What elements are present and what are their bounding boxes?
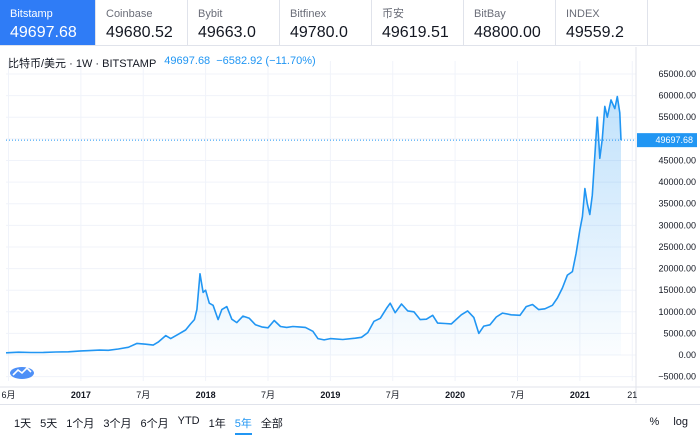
y-tick-label: 15000.00	[658, 285, 696, 295]
exchange-price: 48800.00	[474, 24, 541, 41]
exchange-name: Coinbase	[106, 8, 153, 20]
exchange-tab[interactable]: Bitstamp 49697.68	[0, 0, 96, 45]
price-area-fill	[6, 96, 621, 356]
legend-last-price: 49697.68	[164, 55, 211, 67]
exchange-tab[interactable]: 币安 49619.51	[372, 0, 464, 45]
last-price-badge	[637, 133, 697, 148]
range-button[interactable]: 1年	[208, 417, 226, 430]
y-tick-label: 20000.00	[658, 264, 696, 274]
x-tick-label: 2021	[570, 390, 590, 400]
last-price-label: 49697.68	[655, 135, 693, 145]
y-tick-label: 5000.00	[663, 328, 696, 338]
legend-symbol: 比特币/美元 · 1W · BITSTAMP	[8, 58, 157, 70]
y-tick-label: 35000.00	[658, 199, 696, 209]
y-tick-label: −5000.00	[658, 372, 696, 382]
range-button[interactable]: 1天	[14, 417, 32, 430]
x-tick-label: 2017	[71, 390, 91, 400]
exchange-tab[interactable]: Bybit 49663.0	[188, 0, 280, 45]
price-chart[interactable]: 比特币/美元 · 1W · BITSTAMP 49697.68 −6582.92…	[0, 47, 700, 403]
exchange-name: 币安	[382, 8, 404, 20]
range-button[interactable]: 全部	[260, 417, 283, 430]
exchange-name: Bitstamp	[10, 8, 53, 20]
x-tick-label: 6月	[1, 390, 15, 400]
exchange-name: INDEX	[566, 8, 600, 20]
y-tick-label: 0.00	[678, 350, 696, 360]
exchange-price: 49619.51	[382, 24, 449, 41]
range-buttons: 1天 5天 1个月 3个月 6个月 YTD 1年 5年 全部	[14, 413, 292, 435]
range-button[interactable]: 5天	[40, 417, 58, 430]
y-tick-label: 60000.00	[658, 91, 696, 101]
range-button[interactable]: 3个月	[103, 417, 132, 430]
y-tick-label: 10000.00	[658, 307, 696, 317]
x-tick-label: 2020	[445, 390, 465, 400]
exchange-name: Bitfinex	[290, 8, 327, 20]
percent-scale-toggle[interactable]: %	[649, 416, 660, 428]
tradingview-logo-icon	[10, 366, 34, 379]
y-tick-label: 55000.00	[658, 112, 696, 122]
exchange-price: 49559.2	[566, 24, 624, 41]
exchange-name: Bybit	[198, 8, 223, 20]
exchange-tab[interactable]: BitBay 48800.00	[464, 0, 556, 45]
chart-legend: 比特币/美元 · 1W · BITSTAMP 49697.68 −6582.92…	[8, 55, 316, 71]
range-button[interactable]: 6个月	[140, 417, 169, 430]
exchange-price: 49697.68	[10, 24, 77, 41]
chart-svg[interactable]: 65000.0060000.0055000.0050000.0045000.00…	[0, 47, 700, 403]
exchange-tab[interactable]: Coinbase 49680.52	[96, 0, 188, 45]
x-tick-label: 7月	[386, 390, 400, 400]
x-tick-label: 21	[627, 390, 637, 400]
y-tick-label: 40000.00	[658, 177, 696, 187]
y-tick-label: 25000.00	[658, 242, 696, 252]
exchange-price: 49663.0	[198, 24, 256, 41]
x-tick-label: 2019	[320, 390, 340, 400]
range-button[interactable]: 5年	[234, 413, 252, 435]
exchange-price: 49680.52	[106, 24, 173, 41]
x-tick-label: 7月	[510, 390, 524, 400]
x-tick-label: 2018	[196, 390, 216, 400]
range-toolbar: 1天 5天 1个月 3个月 6个月 YTD 1年 5年 全部 % log	[0, 404, 700, 442]
price-line	[5, 95, 622, 354]
exchange-tab[interactable]: INDEX 49559.2	[556, 0, 648, 45]
legend-change: −6582.92 (−11.70%)	[216, 55, 316, 67]
exchange-tabs: Bitstamp 49697.68 Coinbase 49680.52 Bybit 496…	[0, 0, 700, 46]
exchange-name: BitBay	[474, 8, 506, 20]
exchange-price: 49780.0	[290, 24, 348, 41]
x-tick-label: 7月	[261, 390, 275, 400]
range-button[interactable]: 1个月	[66, 417, 95, 430]
y-tick-label: 30000.00	[658, 220, 696, 230]
y-tick-label: 45000.00	[658, 155, 696, 165]
x-tick-label: 7月	[136, 390, 150, 400]
y-tick-label: 65000.00	[658, 69, 696, 79]
range-button[interactable]: YTD	[177, 414, 200, 427]
exchange-tab[interactable]: Bitfinex 49780.0	[280, 0, 372, 45]
log-scale-toggle[interactable]: log	[673, 416, 688, 428]
